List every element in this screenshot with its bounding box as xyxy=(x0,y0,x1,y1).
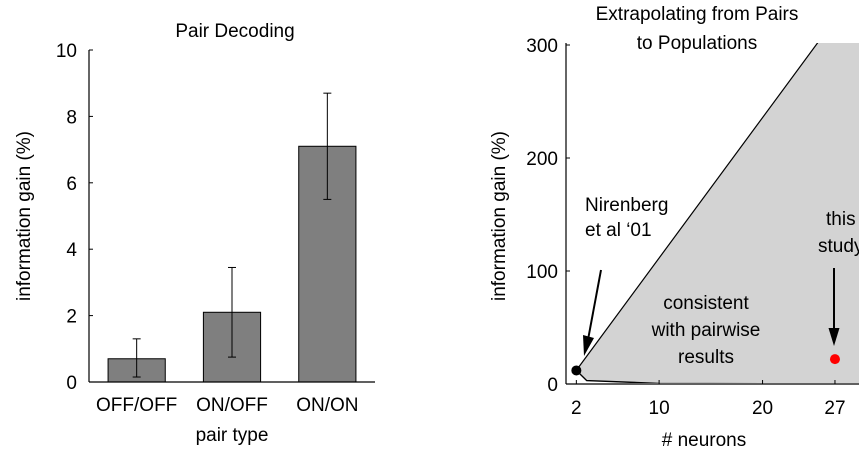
right-y-axis-label: information gain (%) xyxy=(489,131,510,301)
x-tick-label: 20 xyxy=(752,398,773,419)
nirenberg-arrow xyxy=(583,269,602,356)
region-label-line-2: with pairwise xyxy=(651,320,761,341)
right-y-ticks: 0 100 200 300 xyxy=(526,36,570,396)
y-tick-label: 300 xyxy=(526,36,558,57)
right-chart-title-line-1: Extrapolating from Pairs xyxy=(596,4,799,25)
left-y-ticks: 0 2 4 6 8 10 xyxy=(56,41,93,394)
right-x-axis-label: # neurons xyxy=(662,430,747,451)
this-study-point xyxy=(829,354,840,365)
y-tick-label: 10 xyxy=(56,41,77,62)
x-tick-label: 2 xyxy=(571,398,582,419)
y-tick-label: 200 xyxy=(526,149,558,170)
x-tick-label: ON/ON xyxy=(296,395,358,416)
this-study-label-line-2: study xyxy=(818,236,859,257)
x-tick-label: 10 xyxy=(649,398,670,419)
left-chart-title: Pair Decoding xyxy=(175,21,294,42)
left-bars xyxy=(107,92,357,383)
y-tick-label: 6 xyxy=(66,174,77,195)
region-lower-boundary xyxy=(575,369,763,383)
this-study-label-line-1: this xyxy=(826,209,856,230)
region-label-line-3: results xyxy=(678,347,734,368)
nirenberg-label-line-1: Nirenberg xyxy=(585,195,668,216)
right-chart-title-line-2: to Populations xyxy=(637,33,757,54)
x-tick-label: 27 xyxy=(824,398,845,419)
x-tick-label: ON/OFF xyxy=(196,395,268,416)
pair-decoding-chart: Pair Decoding 0 2 4 6 8 10 OFF/OFF ON/OFF ON/ON… xyxy=(14,21,375,446)
left-y-axis-label: information gain (%) xyxy=(14,131,35,301)
y-tick-label: 8 xyxy=(66,107,77,128)
extrapolation-chart: Extrapolating from Pairs to Populations … xyxy=(489,4,859,451)
nirenberg-point xyxy=(571,365,582,376)
left-x-axis-label: pair type xyxy=(196,425,269,446)
nirenberg-label-line-2: et al ‘01 xyxy=(585,220,652,241)
region-upper-boundary xyxy=(575,43,819,371)
y-tick-label: 0 xyxy=(66,373,77,394)
x-tick-label: OFF/OFF xyxy=(96,395,177,416)
data-points xyxy=(571,354,840,376)
left-x-ticks: OFF/OFF ON/OFF ON/ON xyxy=(96,395,358,416)
y-tick-label: 2 xyxy=(66,307,77,328)
region-label-line-1: consistent xyxy=(663,293,749,314)
right-x-ticks: 2 10 20 27 xyxy=(571,380,846,419)
this-study-arrow xyxy=(828,268,840,346)
consistent-region xyxy=(576,43,859,383)
y-tick-label: 4 xyxy=(66,240,77,261)
y-tick-label: 100 xyxy=(526,262,558,283)
y-tick-label: 0 xyxy=(547,375,558,396)
